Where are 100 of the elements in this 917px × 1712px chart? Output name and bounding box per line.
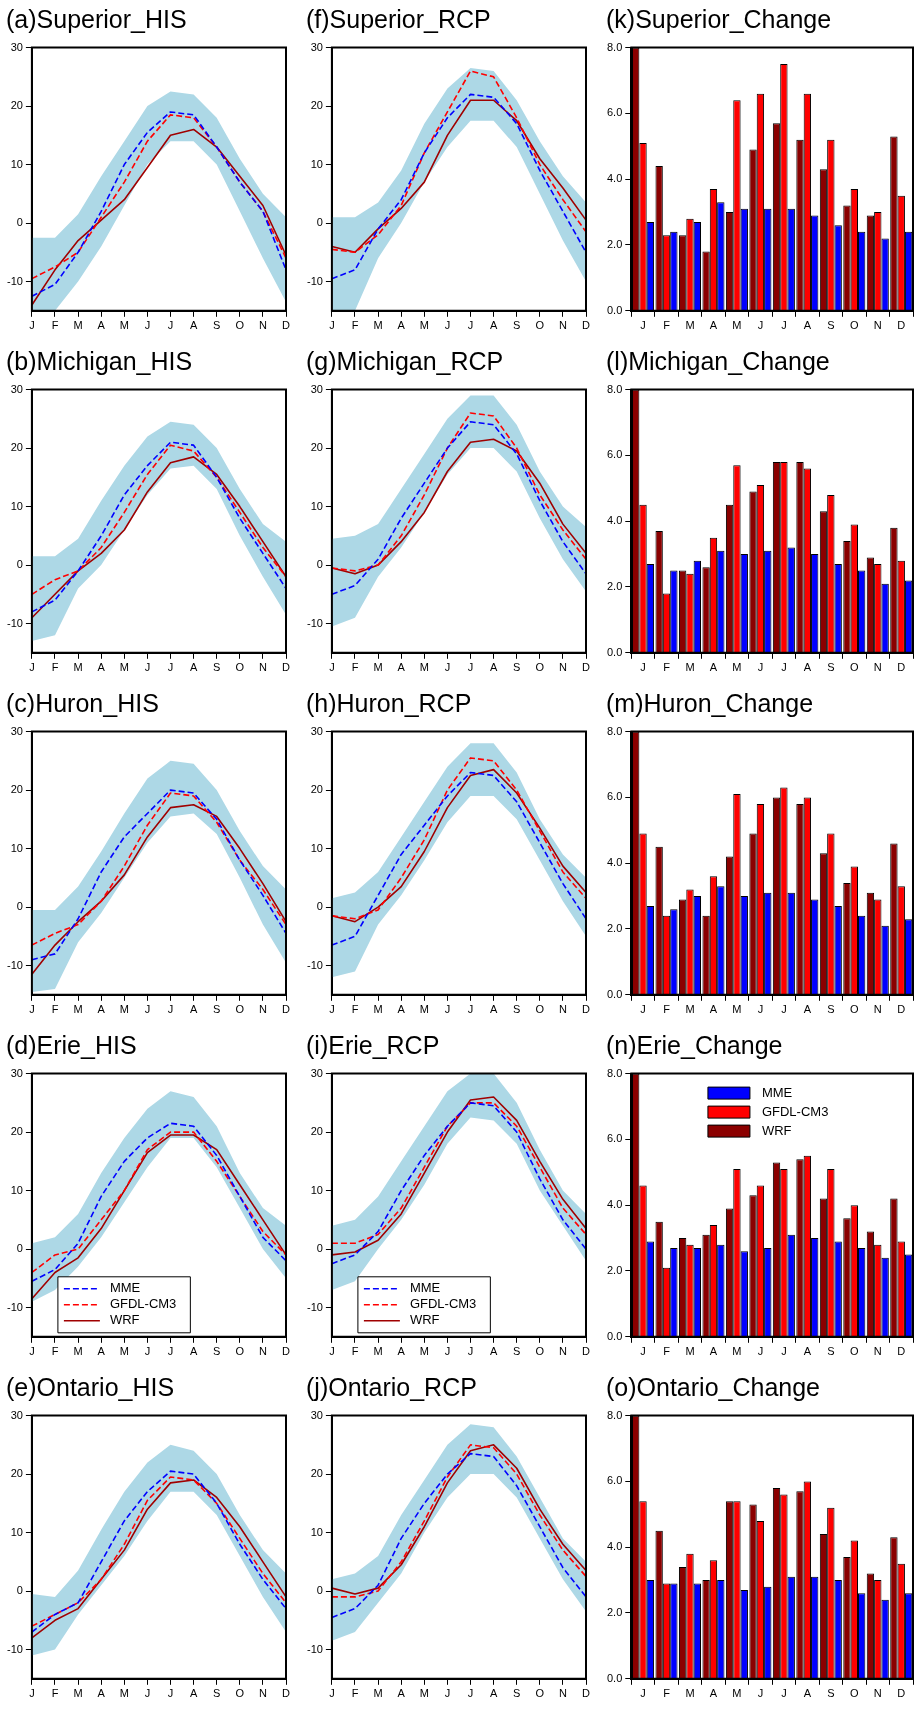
x-tick-label: A bbox=[97, 319, 106, 332]
x-tick-label: J bbox=[29, 661, 35, 674]
y-tick-label: 10 bbox=[10, 841, 23, 854]
line-series bbox=[331, 70, 587, 254]
x-tick-label: O bbox=[850, 1345, 860, 1358]
y-tick-label: -10 bbox=[306, 958, 323, 971]
x-tick-label: S bbox=[513, 319, 521, 332]
x-tick-label: S bbox=[827, 1003, 835, 1016]
x-tick-label: D bbox=[897, 1345, 906, 1358]
y-tick-label: 30 bbox=[10, 1408, 23, 1421]
y-tick-label: 0 bbox=[16, 1584, 23, 1597]
y-tick-label: -10 bbox=[306, 1642, 323, 1655]
y-tick-label: 20 bbox=[310, 783, 323, 796]
x-tick-label: S bbox=[213, 1003, 221, 1016]
x-tick-label: M bbox=[119, 1003, 129, 1016]
x-tick-label: A bbox=[709, 1003, 718, 1016]
x-tick-label: J bbox=[640, 1687, 646, 1700]
x-tick-label: M bbox=[119, 1345, 129, 1358]
x-tick-label: D bbox=[282, 1003, 291, 1016]
x-tick-label: J bbox=[144, 1687, 151, 1700]
x-tick-label: D bbox=[897, 319, 906, 332]
x-tick-label: A bbox=[189, 1687, 198, 1700]
x-tick-label: O bbox=[850, 1003, 860, 1016]
x-tick-label: A bbox=[97, 1687, 106, 1700]
x-tick-label: A bbox=[397, 1003, 406, 1016]
x-tick-label: J bbox=[444, 661, 451, 674]
y-tick-label: 0 bbox=[316, 558, 323, 571]
x-tick-label: M bbox=[373, 319, 383, 332]
x-tick-label: D bbox=[582, 1687, 591, 1700]
y-tick-label: 0.0 bbox=[606, 645, 623, 658]
y-tick-label: 20 bbox=[310, 1467, 323, 1480]
y-tick-label: 8.0 bbox=[606, 1066, 623, 1079]
y-tick-label: 10 bbox=[10, 1183, 23, 1196]
x-tick-label: M bbox=[373, 661, 383, 674]
chart-title: (o)Ontario_Change bbox=[605, 1372, 821, 1403]
x-tick-label: J bbox=[29, 1687, 35, 1700]
x-tick-label: F bbox=[51, 1687, 59, 1700]
legend-label: WRF bbox=[761, 1122, 792, 1138]
chart-title: (i)Erie_RCP bbox=[305, 1030, 441, 1061]
y-tick-label: 4.0 bbox=[606, 1540, 623, 1553]
x-tick-label: J bbox=[757, 1687, 764, 1700]
y-tick-label: 0.0 bbox=[606, 1329, 623, 1342]
chart-title: (j)Ontario_RCP bbox=[305, 1372, 478, 1403]
y-tick-label: -10 bbox=[6, 1642, 23, 1655]
x-tick-label: J bbox=[329, 661, 335, 674]
x-tick-label: A bbox=[397, 319, 406, 332]
y-tick-label: 8.0 bbox=[606, 40, 623, 53]
x-tick-label: S bbox=[513, 1003, 521, 1016]
x-tick-label: M bbox=[73, 319, 83, 332]
x-tick-label: A bbox=[189, 1345, 198, 1358]
x-tick-label: D bbox=[582, 661, 591, 674]
x-tick-label: F bbox=[51, 319, 59, 332]
y-tick-label: 20 bbox=[10, 783, 23, 796]
x-tick-label: O bbox=[850, 661, 860, 674]
x-tick-label: A bbox=[397, 1345, 406, 1358]
x-tick-label: J bbox=[640, 1003, 646, 1016]
y-tick-label: 30 bbox=[10, 40, 23, 53]
x-tick-label: N bbox=[258, 319, 267, 332]
x-tick-label: D bbox=[582, 1345, 591, 1358]
x-tick-label: J bbox=[781, 661, 787, 674]
y-tick-label: 2.0 bbox=[606, 922, 623, 935]
x-tick-label: J bbox=[167, 1003, 174, 1016]
x-tick-label: J bbox=[167, 319, 174, 332]
x-tick-label: M bbox=[419, 1345, 429, 1358]
y-tick-label: -10 bbox=[306, 616, 323, 629]
x-tick-label: A bbox=[709, 661, 718, 674]
x-tick-label: M bbox=[373, 1003, 383, 1016]
x-tick-label: M bbox=[373, 1687, 383, 1700]
x-tick-label: M bbox=[119, 319, 129, 332]
chart-title: (k)Superior_Change bbox=[605, 4, 833, 35]
x-tick-label: J bbox=[757, 1003, 764, 1016]
x-tick-label: M bbox=[419, 1003, 429, 1016]
x-tick-label: N bbox=[558, 1687, 567, 1700]
x-tick-label: M bbox=[732, 1687, 742, 1700]
y-tick-label: -10 bbox=[6, 616, 23, 629]
x-tick-label: F bbox=[663, 1003, 671, 1016]
y-tick-label: 20 bbox=[10, 99, 23, 112]
y-tick-label: 6.0 bbox=[606, 448, 623, 461]
x-tick-label: J bbox=[444, 1687, 451, 1700]
x-tick-label: S bbox=[213, 1345, 221, 1358]
line-series bbox=[331, 412, 587, 572]
y-tick-label: 6.0 bbox=[606, 790, 623, 803]
y-tick-label: 30 bbox=[10, 382, 23, 395]
y-tick-label: -10 bbox=[6, 958, 23, 971]
y-tick-label: 10 bbox=[310, 841, 323, 854]
y-tick-label: 6.0 bbox=[606, 106, 623, 119]
x-tick-label: F bbox=[663, 661, 671, 674]
y-tick-label: 6.0 bbox=[606, 1132, 623, 1145]
x-tick-label: O bbox=[235, 1687, 245, 1700]
x-tick-label: A bbox=[189, 1003, 198, 1016]
y-tick-label: 30 bbox=[310, 724, 323, 737]
x-tick-label: J bbox=[781, 1345, 787, 1358]
x-tick-label: D bbox=[282, 1345, 291, 1358]
chart-title: (f)Superior_RCP bbox=[305, 4, 492, 35]
x-tick-label: J bbox=[757, 661, 764, 674]
x-tick-label: S bbox=[213, 661, 221, 674]
y-tick-label: 20 bbox=[310, 441, 323, 454]
y-tick-label: 20 bbox=[310, 99, 323, 112]
y-tick-label: -10 bbox=[6, 274, 23, 287]
y-tick-label: 10 bbox=[310, 1183, 323, 1196]
